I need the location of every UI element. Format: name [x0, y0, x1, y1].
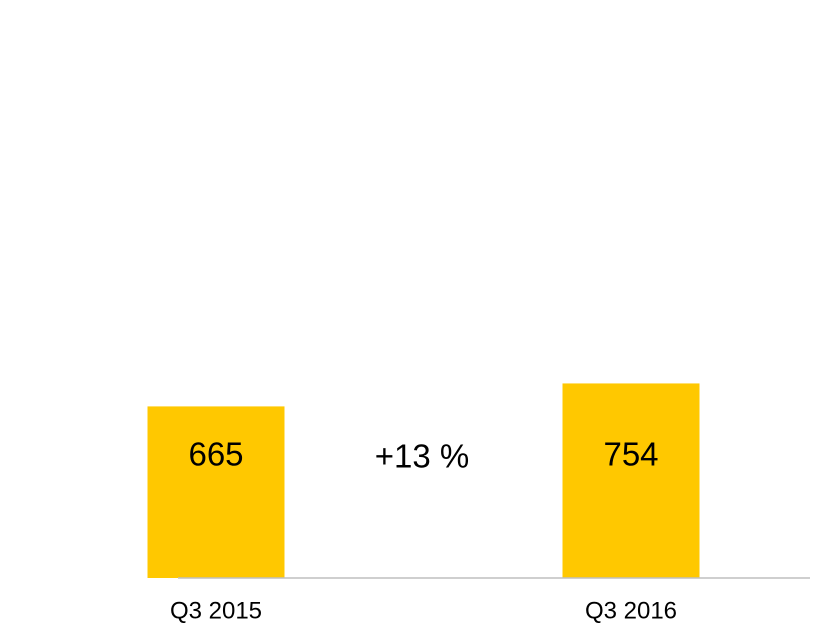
- value-label: 665: [188, 436, 243, 473]
- x-tick-label: Q3 2016: [585, 597, 677, 624]
- bar: [147, 406, 285, 578]
- growth-annotation: +13 %: [375, 438, 470, 475]
- bar: [562, 383, 700, 578]
- value-label: 754: [603, 436, 658, 473]
- x-tick-label: Q3 2015: [170, 597, 262, 624]
